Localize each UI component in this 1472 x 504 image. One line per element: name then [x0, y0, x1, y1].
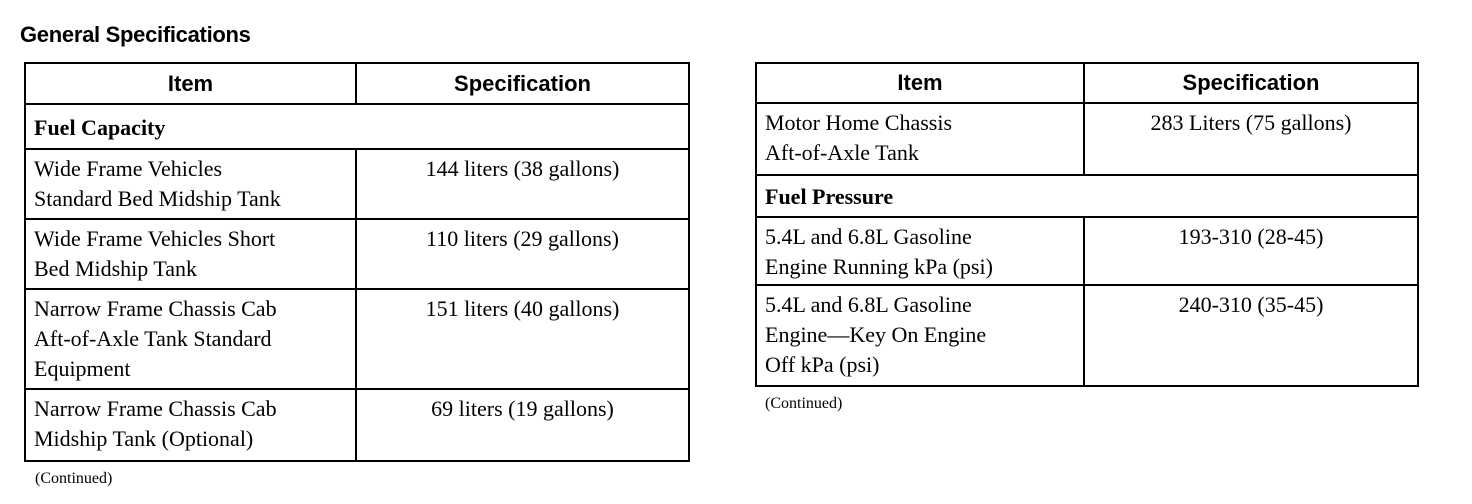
item-cell: Narrow Frame Chassis Cab Midship Tank (Op…	[24, 388, 357, 462]
table-row: 5.4L and 6.8L Gasoline Engine—Key On Engi…	[755, 284, 1419, 387]
item-line: Midship Tank (Optional)	[34, 426, 254, 451]
item-line: Aft-of-Axle Tank	[765, 140, 919, 165]
table-header-row: Item Specification	[755, 62, 1419, 104]
item-cell: Narrow Frame Chassis Cab Aft-of-Axle Tank…	[24, 288, 357, 390]
header-item: Item	[24, 62, 357, 105]
section-row: Fuel Capacity	[24, 103, 690, 150]
item-line: Aft-of-Axle Tank Standard	[34, 326, 272, 351]
item-cell: Wide Frame Vehicles Short Bed Midship Tan…	[24, 218, 357, 290]
item-cell: 5.4L and 6.8L Gasoline Engine—Key On Engi…	[755, 284, 1085, 387]
item-line: Wide Frame Vehicles Short	[34, 226, 276, 251]
fuel-capacity-table: Item Specification Fuel Capacity Wide Fr…	[24, 62, 690, 462]
item-line: Engine Running kPa (psi)	[765, 254, 993, 279]
item-line: Engine—Key On Engine	[765, 322, 987, 347]
spec-cell: 110 liters (29 gallons)	[355, 218, 690, 290]
continued-note: (Continued)	[765, 395, 843, 412]
spec-cell: 193-310 (28-45)	[1083, 216, 1419, 286]
spec-cell: 283 Liters (75 gallons)	[1083, 102, 1419, 176]
item-line: Motor Home Chassis	[765, 110, 952, 135]
header-specification: Specification	[1083, 62, 1419, 104]
item-line: Bed Midship Tank	[34, 256, 198, 281]
item-line: Equipment	[34, 356, 131, 381]
item-line: Standard Bed Midship Tank	[34, 186, 281, 211]
table-row: Wide Frame Vehicles Short Bed Midship Tan…	[24, 218, 690, 290]
continued-note: (Continued)	[35, 470, 113, 487]
item-cell: Wide Frame Vehicles Standard Bed Midship …	[24, 148, 357, 220]
item-line: Narrow Frame Chassis Cab	[34, 396, 277, 421]
table-row: 5.4L and 6.8L Gasoline Engine Running kPa…	[755, 216, 1419, 286]
table-row: Narrow Frame Chassis Cab Midship Tank (Op…	[24, 388, 690, 462]
header-specification: Specification	[355, 62, 690, 105]
item-line: Off kPa (psi)	[765, 352, 880, 377]
header-item: Item	[755, 62, 1085, 104]
table-row: Wide Frame Vehicles Standard Bed Midship …	[24, 148, 690, 220]
item-cell: Motor Home Chassis Aft-of-Axle Tank	[755, 102, 1085, 176]
section-row: Fuel Pressure	[755, 174, 1419, 218]
section-fuel-pressure: Fuel Pressure	[755, 174, 1419, 218]
item-line: Narrow Frame Chassis Cab	[34, 296, 277, 321]
page-title: General Specifications	[20, 22, 251, 47]
table-row: Narrow Frame Chassis Cab Aft-of-Axle Tank…	[24, 288, 690, 390]
spec-cell: 240-310 (35-45)	[1083, 284, 1419, 387]
item-cell: 5.4L and 6.8L Gasoline Engine Running kPa…	[755, 216, 1085, 286]
spec-cell: 151 liters (40 gallons)	[355, 288, 690, 390]
spec-cell: 144 liters (38 gallons)	[355, 148, 690, 220]
table-row: Motor Home Chassis Aft-of-Axle Tank 283 L…	[755, 102, 1419, 176]
section-fuel-capacity: Fuel Capacity	[24, 103, 690, 150]
fuel-pressure-table: Item Specification Motor Home Chassis Aft…	[755, 62, 1419, 387]
item-line: Wide Frame Vehicles	[34, 156, 223, 181]
spec-cell: 69 liters (19 gallons)	[355, 388, 690, 462]
item-line: 5.4L and 6.8L Gasoline	[765, 224, 972, 249]
item-line: 5.4L and 6.8L Gasoline	[765, 292, 972, 317]
table-header-row: Item Specification	[24, 62, 690, 105]
